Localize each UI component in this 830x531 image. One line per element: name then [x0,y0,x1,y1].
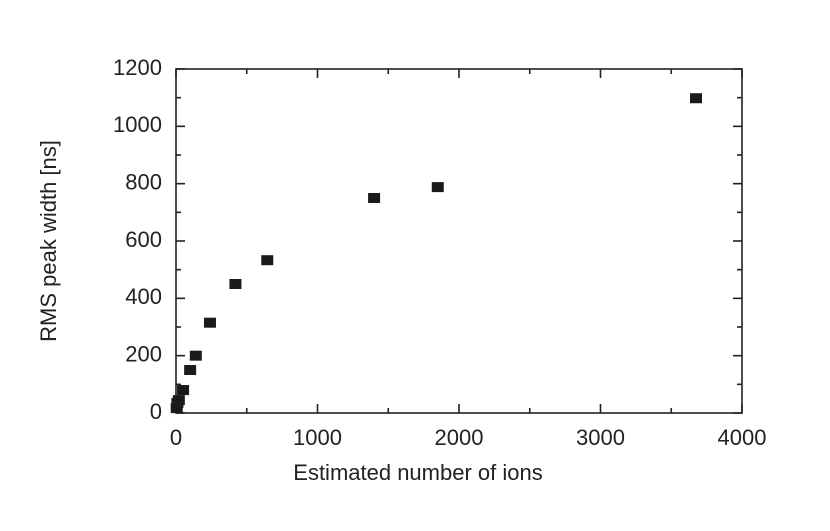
y-tick-label: 800 [125,169,162,194]
y-axis-label: RMS peak width [ns] [36,140,61,342]
y-tick-label: 400 [125,284,162,309]
y-tick-label: 0 [150,399,162,424]
y-tick-label: 200 [125,341,162,366]
point [184,365,197,375]
x-tick-label: 2000 [435,425,484,450]
y-tick-label: 1000 [113,112,162,137]
plot-frame [175,68,743,414]
point [229,279,242,289]
point [170,403,183,414]
x-axis-label: Estimated number of ions [293,460,542,485]
y-tick-label: 600 [125,227,162,252]
point [177,385,190,396]
point [431,182,444,193]
point [261,255,274,266]
point [368,193,381,203]
point [172,395,185,406]
x-tick-label: 1000 [293,425,342,450]
point [690,93,703,104]
y-tick-label: 1200 [113,55,162,80]
x-tick-label: 3000 [576,425,625,450]
point [189,350,202,361]
x-tick-label: 0 [170,425,182,450]
point [203,317,216,328]
x-tick-label: 4000 [718,425,767,450]
